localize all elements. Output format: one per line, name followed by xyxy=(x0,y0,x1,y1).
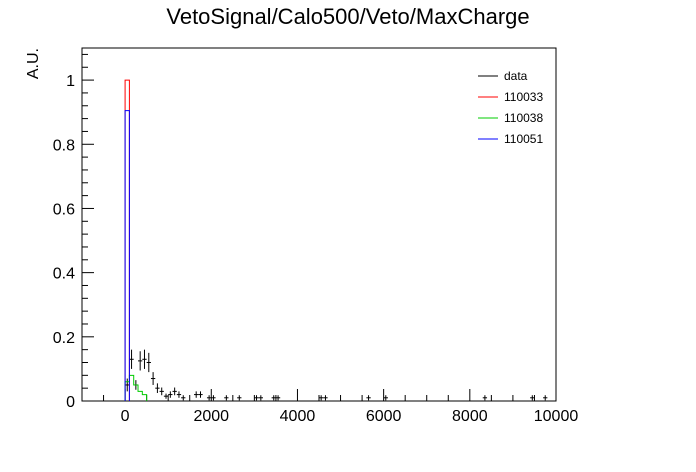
series-110033 xyxy=(124,79,130,401)
histogram-step xyxy=(124,79,130,401)
data-point xyxy=(275,395,281,401)
x-tick-label: 10000 xyxy=(534,408,579,425)
legend-label: 110038 xyxy=(504,111,543,125)
data-point xyxy=(482,395,488,401)
x-axis: 0 2000 4000 6000 8000 10000 xyxy=(81,389,579,425)
data-point xyxy=(129,349,134,369)
x-tick-label: 8000 xyxy=(452,408,488,425)
legend-label: data xyxy=(504,69,528,83)
data-point xyxy=(194,391,199,398)
x-tick-label: 0 xyxy=(121,408,130,425)
data-point xyxy=(271,395,276,401)
legend-entry: data xyxy=(478,69,528,83)
histogram-step xyxy=(124,110,130,401)
legend-label: 110051 xyxy=(504,132,543,146)
y-axis-title: A.U. xyxy=(25,48,42,79)
data-point xyxy=(125,378,130,392)
histogram-step xyxy=(124,374,148,401)
y-tick-label: 0.8 xyxy=(53,137,75,154)
chart-title: VetoSignal/Calo500/Veto/MaxCharge xyxy=(166,4,529,29)
series-110051 xyxy=(124,110,130,401)
y-axis: 0 0.2 0.4 0.6 0.8 1 xyxy=(53,53,94,411)
plot-frame xyxy=(81,47,557,402)
legend-entry: 110051 xyxy=(478,132,543,146)
data-point xyxy=(237,395,242,401)
data-point xyxy=(176,391,182,398)
data-point xyxy=(150,372,156,385)
y-tick-label: 0 xyxy=(66,394,75,411)
data-point xyxy=(181,395,186,401)
data-point xyxy=(138,351,143,371)
data-point xyxy=(206,395,212,401)
series-110038 xyxy=(124,374,148,401)
data-point xyxy=(159,387,164,396)
series-data xyxy=(125,349,548,401)
data-point xyxy=(530,395,535,401)
data-point xyxy=(168,391,173,398)
data-point xyxy=(146,352,151,373)
legend-label: 110033 xyxy=(504,90,543,104)
data-point xyxy=(211,395,216,401)
y-tick-label: 1 xyxy=(66,73,75,90)
data-point xyxy=(383,395,388,401)
y-tick-label: 0.4 xyxy=(53,266,75,283)
data-point xyxy=(142,349,147,369)
data-point xyxy=(254,395,259,401)
data-point xyxy=(163,393,169,399)
legend: data 110033 110038 110051 xyxy=(478,69,543,146)
series-layer xyxy=(124,79,548,401)
x-tick-label: 2000 xyxy=(193,408,229,425)
data-point xyxy=(258,395,263,401)
data-point xyxy=(319,395,324,401)
data-point xyxy=(198,391,203,398)
data-point xyxy=(172,387,177,396)
x-tick-label: 6000 xyxy=(366,408,402,425)
data-point xyxy=(155,383,160,393)
y-tick-label: 0.6 xyxy=(53,201,75,218)
y-tick-label: 0.2 xyxy=(53,330,75,347)
legend-entry: 110033 xyxy=(478,90,543,104)
legend-entry: 110038 xyxy=(478,111,543,125)
data-point xyxy=(323,395,328,401)
data-point xyxy=(543,395,548,401)
x-tick-label: 4000 xyxy=(280,408,316,425)
data-point xyxy=(224,395,229,401)
data-point xyxy=(366,395,371,401)
